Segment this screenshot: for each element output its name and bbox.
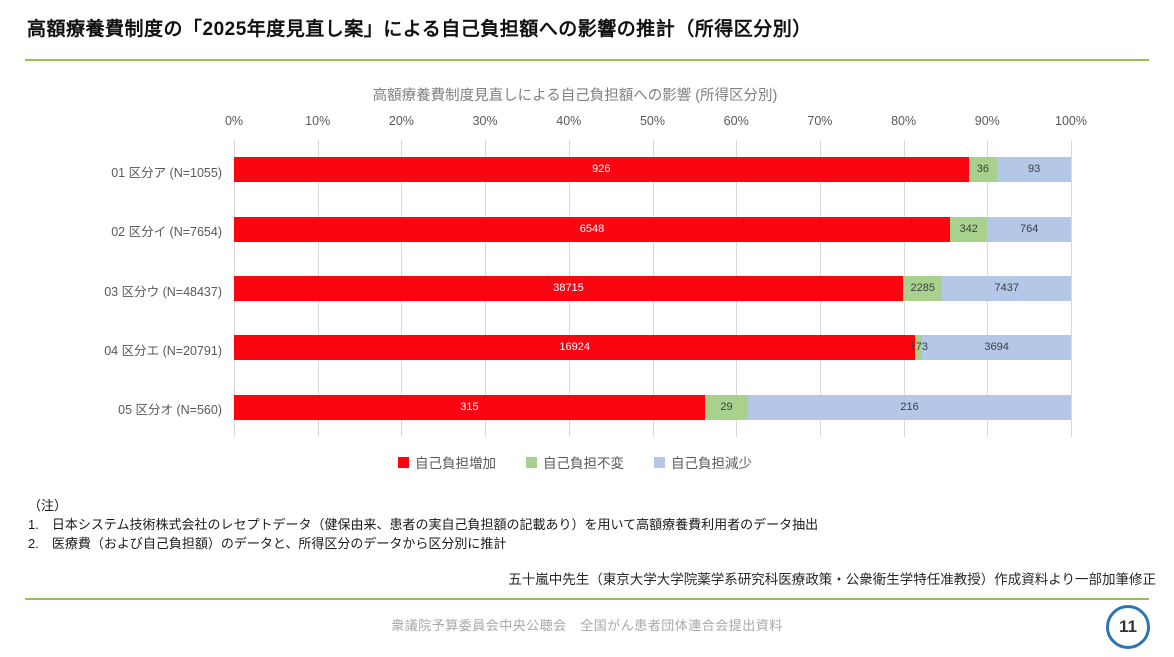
notes-heading: （注）	[28, 498, 68, 513]
chart-area: 高額療養費制度見直しによる自己負担額への影響 (所得区分別) 0% 10% 20% 3…	[70, 80, 1087, 480]
bar-segment	[942, 276, 1071, 301]
x-axis-tick-label: 60%	[723, 114, 749, 128]
x-axis-tick-label: 80%	[891, 114, 917, 128]
value-label: 315	[460, 400, 479, 413]
value-label: 6548	[579, 222, 605, 235]
category-label: 03 区分ウ (N=48437)	[104, 284, 222, 299]
bar-segment	[704, 394, 749, 420]
x-axis-tick-label: 30%	[472, 114, 498, 128]
value-label: 36	[976, 163, 990, 176]
x-axis-tick-label: 50%	[639, 114, 666, 128]
bar-segment	[234, 157, 969, 183]
x-axis-tick-label: 90%	[974, 114, 1000, 128]
bar-segment	[922, 335, 1071, 361]
value-label: 38715	[553, 282, 584, 294]
page-number-badge: 11	[1106, 605, 1150, 649]
value-label: 2285	[910, 282, 935, 294]
x-axis-tick-label: 100%	[1055, 114, 1087, 128]
bar-segment	[903, 276, 943, 301]
bar-segment	[915, 335, 923, 361]
value-label: 16924	[559, 341, 590, 354]
attribution-text: 五十嵐中先生（東京大学大学院薬学系研究科医療政策・公衆衛生学特任准教授）作成資料…	[508, 572, 1156, 587]
category-label: 02 区分イ (N=7654)	[111, 225, 222, 240]
value-label: 926	[592, 163, 611, 176]
bar-segment	[968, 157, 998, 183]
note-line: 2. 医療費（および自己負担額）のデータと、所得区分のデータから区分別に推計	[28, 536, 507, 551]
slide-title: 高額療養費制度の「2025年度見直し案」による自己負担額への影響の推計（所得区分…	[27, 19, 812, 40]
x-axis-tick-label: 10%	[305, 114, 331, 128]
bar-segment	[987, 216, 1071, 242]
value-label: 173	[909, 341, 928, 354]
legend-label: 自己負担不変	[543, 456, 624, 471]
footer-text: 衆議院予算委員会中央公聴会 全国がん患者団体連合会提出資料	[391, 618, 783, 633]
x-axis-tick-label: 70%	[807, 114, 833, 128]
notes-block: （注） 1. 日本システム技術株式会社のレセプトデータ（健保由来、患者の実自己負…	[28, 496, 1148, 553]
legend-swatch	[654, 456, 665, 468]
value-label: 216	[900, 400, 919, 413]
legend-label: 自己負担減少	[671, 456, 752, 471]
chart-legend: 自己負担増加 自己負担不変 自己負担減少	[70, 452, 1080, 472]
bar-segment	[234, 394, 705, 420]
value-label: 3694	[984, 341, 1009, 354]
legend-item: 自己負担不変	[526, 452, 624, 472]
value-label: 7437	[994, 282, 1019, 294]
legend-item: 自己負担増加	[398, 452, 496, 472]
bottom-divider-line	[25, 598, 1149, 600]
x-axis-tick-label: 20%	[388, 114, 414, 128]
bar-segment	[234, 276, 903, 301]
legend-item: 自己負担減少	[654, 452, 752, 472]
note-line: 1. 日本システム技術株式会社のレセプトデータ（健保由来、患者の実自己負担額の記…	[28, 517, 819, 532]
bar-segment	[234, 216, 951, 242]
value-label: 29	[720, 400, 733, 413]
legend-label: 自己負担増加	[415, 456, 496, 471]
value-label: 342	[959, 222, 978, 235]
value-label: 93	[1027, 163, 1041, 176]
bar-segment	[234, 335, 916, 361]
legend-swatch	[526, 456, 537, 468]
category-label: 04 区分エ (N=20791)	[104, 343, 222, 358]
plot-area: 0% 10% 20% 30% 40% 50% 60% 70% 80% 90% 100% 01 区分ア …	[104, 114, 1087, 437]
category-label: 05 区分オ (N=560)	[118, 403, 222, 418]
x-axis-tick-label: 40%	[556, 114, 582, 128]
top-divider-line	[25, 59, 1149, 61]
legend-swatch	[398, 456, 409, 468]
x-axis-tick-label: 0%	[224, 114, 244, 128]
chart-title: 高額療養費制度見直しによる自己負担額への影響 (所得区分別)	[372, 88, 778, 104]
bar-segment	[748, 394, 1071, 420]
category-label: 01 区分ア (N=1055)	[111, 165, 222, 180]
page-number: 11	[1119, 617, 1137, 636]
bar-segment	[950, 216, 988, 242]
gridline	[1071, 140, 1072, 437]
value-label: 764	[1020, 222, 1039, 235]
bar-segment	[997, 157, 1071, 183]
